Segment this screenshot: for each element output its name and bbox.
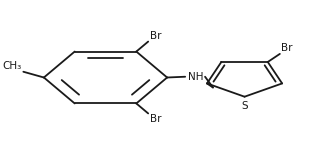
Text: Br: Br: [281, 43, 292, 53]
Text: Br: Br: [150, 31, 161, 41]
Text: S: S: [241, 101, 248, 111]
Text: NH: NH: [188, 72, 203, 82]
Text: Br: Br: [150, 114, 161, 124]
Text: CH₃: CH₃: [3, 61, 22, 71]
